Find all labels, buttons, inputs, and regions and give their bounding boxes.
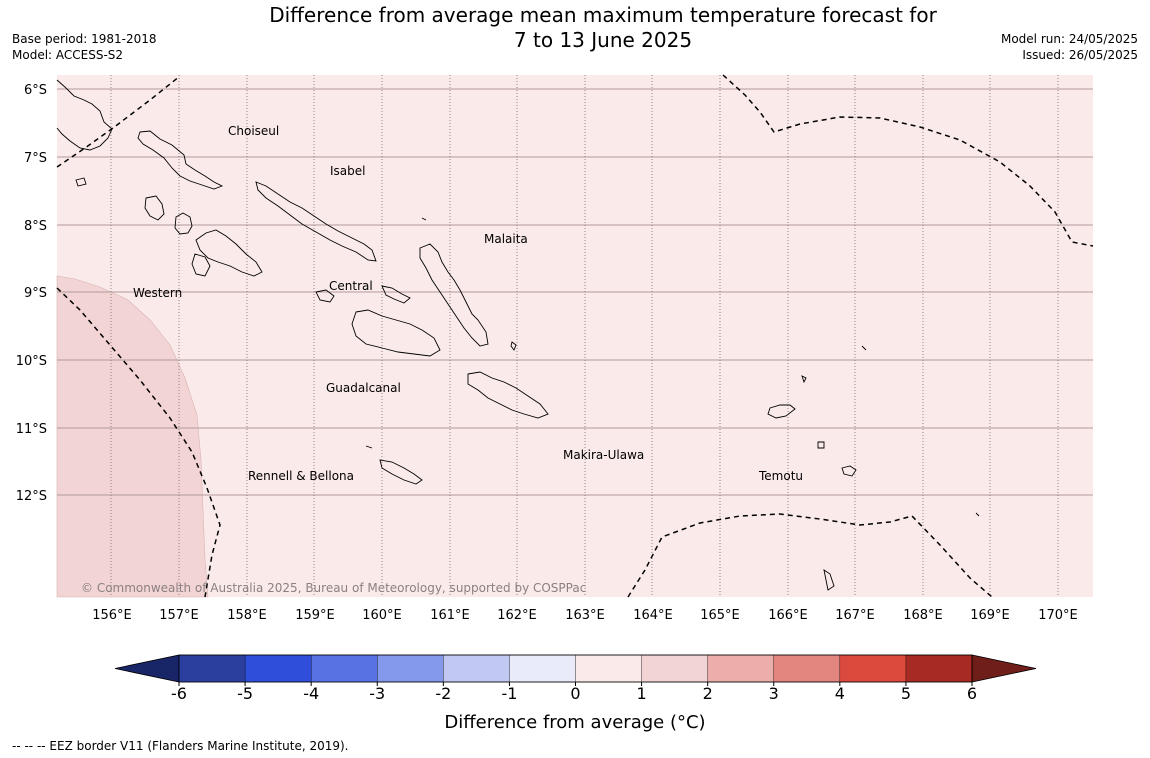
makira-island: [467, 371, 549, 419]
copyright-notice: © Commonwealth of Australia 2025, Bureau…: [81, 581, 586, 595]
issued-date: Issued: 26/05/2025: [1022, 48, 1138, 62]
colorbar-segment: [377, 654, 445, 683]
colorbar-tick-label: 3: [769, 684, 779, 703]
lon-label: 167°E: [835, 608, 875, 623]
lat-label: 6°S: [24, 83, 47, 98]
colorbar-tick-label: -3: [369, 684, 385, 703]
lon-label: 157°E: [159, 608, 199, 623]
lat-label: 9°S: [24, 286, 47, 301]
colorbar-segment: [905, 654, 973, 683]
colorbar-tick-label: -4: [303, 684, 319, 703]
longitude-gridlines: [110, 75, 1059, 597]
latitude-gridlines: [57, 88, 1093, 496]
colorbar-tick-label: -6: [171, 684, 187, 703]
title-line-1: Difference from average mean maximum tem…: [269, 3, 937, 27]
lon-label: 159°E: [295, 608, 335, 623]
colorbar-extend-high: [971, 654, 1037, 683]
colorbar-segment: [178, 654, 246, 683]
central-islands: [315, 285, 411, 304]
lon-label: 162°E: [497, 608, 537, 623]
colorbar-tick-label: -1: [501, 684, 517, 703]
malaita-island: [419, 243, 489, 347]
rennell-island: [379, 459, 423, 485]
colorbar-tick-label: 2: [703, 684, 713, 703]
guadalcanal-island: [351, 309, 441, 357]
colorbar-tick-label: 4: [835, 684, 845, 703]
colorbar-extend-low: [114, 654, 180, 683]
eez-footnote: -- -- -- EEZ border V11 (Flanders Marine…: [12, 739, 349, 753]
lon-label: 168°E: [903, 608, 943, 623]
colorbar-segments: [178, 654, 973, 683]
eez-border: [56, 74, 1094, 598]
choiseul-island: [137, 130, 224, 190]
province-label-choiseul: Choiseul: [228, 124, 279, 138]
colorbar-segment: [707, 654, 775, 683]
colorbar-ticks: -6 -5 -4 -3 -2 -1 0 1 2 3 4 5 6: [171, 682, 977, 703]
colorbar-segment: [509, 654, 577, 683]
lat-label: 12°S: [16, 489, 47, 504]
lon-label: 164°E: [633, 608, 673, 623]
colorbar-segment: [773, 654, 841, 683]
colorbar-tick-label: -5: [237, 684, 253, 703]
lon-label: 170°E: [1038, 608, 1078, 623]
lat-label: 8°S: [24, 219, 47, 234]
model-run: Model run: 24/05/2025: [1000, 32, 1138, 46]
lon-label: 156°E: [92, 608, 132, 623]
colorbar-segment: [244, 654, 312, 683]
lon-label: 160°E: [362, 608, 402, 623]
lon-label: 163°E: [565, 608, 605, 623]
small-islets: [75, 177, 980, 591]
lat-label: 10°S: [16, 354, 47, 369]
colorbar-segment: [575, 654, 643, 683]
province-label-guadalcanal: Guadalcanal: [326, 381, 401, 395]
coastlines: [56, 79, 980, 591]
province-label-western: Western: [133, 286, 182, 300]
province-label-temotu: Temotu: [758, 469, 803, 483]
lon-label: 166°E: [768, 608, 808, 623]
colorbar-label: Difference from average (°C): [444, 712, 705, 733]
province-labels: Choiseul Isabel Malaita Western Central …: [133, 124, 803, 483]
lat-label: 7°S: [24, 151, 47, 166]
isabel-island: [255, 181, 377, 262]
lat-label: 11°S: [16, 422, 47, 437]
lon-label: 169°E: [970, 608, 1010, 623]
colorbar-tick-label: 0: [570, 684, 580, 703]
run-info: Model run: 24/05/2025 Issued: 26/05/2025: [1001, 31, 1138, 63]
bougainville-island: [56, 79, 113, 151]
anomaly-field-0-1: [57, 75, 1093, 597]
new-georgia-group: [174, 212, 263, 277]
lon-label: 161°E: [430, 608, 470, 623]
colorbar-tick-label: 1: [636, 684, 646, 703]
base-period: Base period: 1981-2018: [12, 32, 157, 46]
province-label-makira-ulawa: Makira-Ulawa: [563, 448, 644, 462]
vella-lavella-island: [144, 195, 165, 221]
colorbar-tick-label: -2: [435, 684, 451, 703]
colorbar: -6 -5 -4 -3 -2 -1 0 1 2 3 4 5 6: [114, 654, 1037, 703]
colorbar-tick-label: 6: [967, 684, 977, 703]
anomaly-field-1-2: [56, 275, 209, 598]
province-label-isabel: Isabel: [330, 164, 365, 178]
lon-label: 165°E: [700, 608, 740, 623]
colorbar-segment: [310, 654, 378, 683]
map-area: [56, 75, 1093, 598]
lon-label: 158°E: [227, 608, 267, 623]
longitude-labels: 156°E 157°E 158°E 159°E 160°E 161°E 162°…: [92, 608, 1078, 623]
model-name: Model: ACCESS-S2: [12, 48, 124, 62]
province-label-malaita: Malaita: [484, 232, 528, 246]
colorbar-segment: [839, 654, 907, 683]
province-label-central: Central: [329, 279, 373, 293]
chart-title: Difference from average mean maximum tem…: [200, 3, 1006, 53]
temotu-santa-cruz: [767, 404, 857, 477]
latitude-labels: 6°S 7°S 8°S 9°S 10°S 11°S 12°S: [16, 83, 47, 504]
colorbar-segment: [443, 654, 511, 683]
model-info: Base period: 1981-2018 Model: ACCESS-S2: [12, 31, 157, 63]
colorbar-tick-label: 5: [901, 684, 911, 703]
title-line-2: 7 to 13 June 2025: [513, 28, 693, 52]
colorbar-segment: [641, 654, 709, 683]
province-label-rennell-bellona: Rennell & Bellona: [248, 469, 354, 483]
